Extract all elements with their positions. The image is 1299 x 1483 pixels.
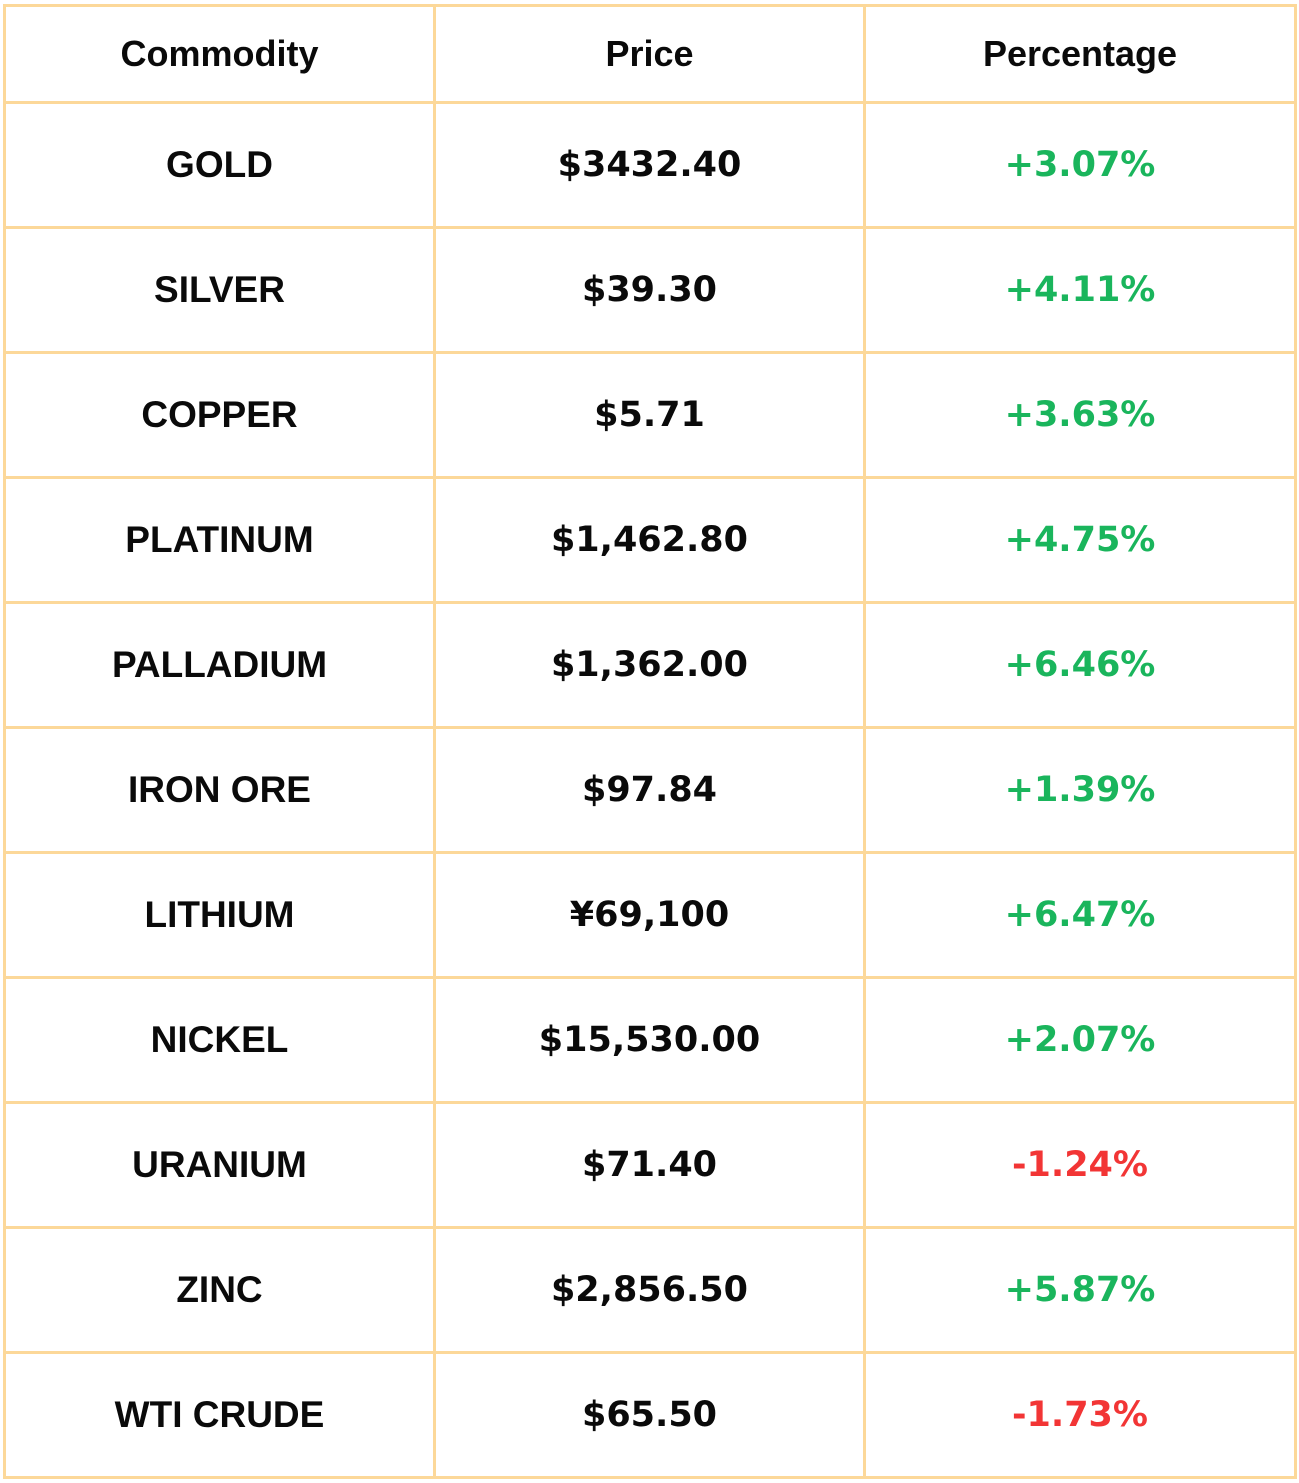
table-row: NICKEL $15,530.00 +2.07% — [3, 976, 1297, 1104]
commodity-name: PLATINUM — [3, 476, 436, 604]
table-row: WTI CRUDE $65.50 -1.73% — [3, 1351, 1297, 1479]
percentage-change: +1.39% — [863, 726, 1297, 854]
commodity-name: ZINC — [3, 1226, 436, 1354]
table-row: IRON ORE $97.84 +1.39% — [3, 726, 1297, 854]
table-row: ZINC $2,856.50 +5.87% — [3, 1226, 1297, 1354]
percentage-change: +3.63% — [863, 351, 1297, 479]
commodity-price: $65.50 — [433, 1351, 866, 1479]
table-row: URANIUM $71.40 -1.24% — [3, 1101, 1297, 1229]
percentage-change: +2.07% — [863, 976, 1297, 1104]
table-row: GOLD $3432.40 +3.07% — [3, 101, 1297, 229]
commodity-name: COPPER — [3, 351, 436, 479]
table-row: LITHIUM ¥69,100 +6.47% — [3, 851, 1297, 979]
commodity-table-container: Commodity Price Percentage GOLD $3432.40… — [3, 4, 1297, 1479]
commodity-price: ¥69,100 — [433, 851, 866, 979]
table-row: COPPER $5.71 +3.63% — [3, 351, 1297, 479]
column-header-commodity: Commodity — [3, 4, 436, 104]
commodity-name: SILVER — [3, 226, 436, 354]
commodity-price: $71.40 — [433, 1101, 866, 1229]
commodity-price-table: Commodity Price Percentage GOLD $3432.40… — [3, 4, 1297, 1479]
table-header-row: Commodity Price Percentage — [3, 4, 1297, 104]
commodity-price: $39.30 — [433, 226, 866, 354]
commodity-price: $5.71 — [433, 351, 866, 479]
column-header-price: Price — [433, 4, 866, 104]
percentage-change: -1.24% — [863, 1101, 1297, 1229]
percentage-change: +5.87% — [863, 1226, 1297, 1354]
commodity-name: GOLD — [3, 101, 436, 229]
commodity-name: NICKEL — [3, 976, 436, 1104]
table-row: PLATINUM $1,462.80 +4.75% — [3, 476, 1297, 604]
commodity-price: $2,856.50 — [433, 1226, 866, 1354]
table-row: PALLADIUM $1,362.00 +6.46% — [3, 601, 1297, 729]
commodity-name: LITHIUM — [3, 851, 436, 979]
percentage-change: +6.46% — [863, 601, 1297, 729]
percentage-change: -1.73% — [863, 1351, 1297, 1479]
table-row: SILVER $39.30 +4.11% — [3, 226, 1297, 354]
commodity-price: $3432.40 — [433, 101, 866, 229]
commodity-price: $1,462.80 — [433, 476, 866, 604]
percentage-change: +3.07% — [863, 101, 1297, 229]
commodity-name: PALLADIUM — [3, 601, 436, 729]
commodity-name: URANIUM — [3, 1101, 436, 1229]
percentage-change: +6.47% — [863, 851, 1297, 979]
commodity-price: $1,362.00 — [433, 601, 866, 729]
commodity-name: IRON ORE — [3, 726, 436, 854]
commodity-price: $15,530.00 — [433, 976, 866, 1104]
column-header-percentage: Percentage — [863, 4, 1297, 104]
commodity-price: $97.84 — [433, 726, 866, 854]
percentage-change: +4.75% — [863, 476, 1297, 604]
percentage-change: +4.11% — [863, 226, 1297, 354]
commodity-name: WTI CRUDE — [3, 1351, 436, 1479]
